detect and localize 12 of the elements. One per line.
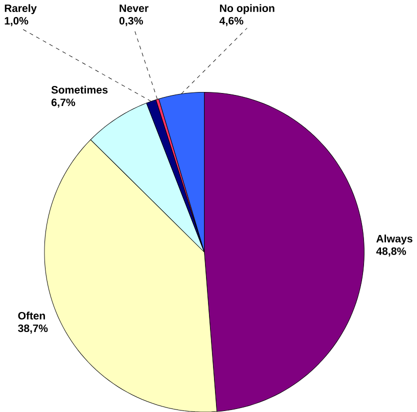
data-label: 0,3%: [119, 16, 144, 26]
slice-label: Sometimes: [51, 86, 108, 94]
data-label: 48,8%: [376, 247, 406, 256]
slice-label: Never: [120, 4, 148, 12]
data-label: 38,7%: [18, 324, 48, 334]
slice-label: Rarely: [4, 4, 37, 14]
data-label: 1,0%: [4, 16, 28, 26]
data-label: 4,6%: [219, 16, 244, 26]
data-label: 6,7%: [52, 98, 76, 108]
slice-label: Often: [18, 312, 45, 320]
slice-label: No opinion: [220, 4, 274, 14]
slice-label: Always: [376, 234, 412, 244]
